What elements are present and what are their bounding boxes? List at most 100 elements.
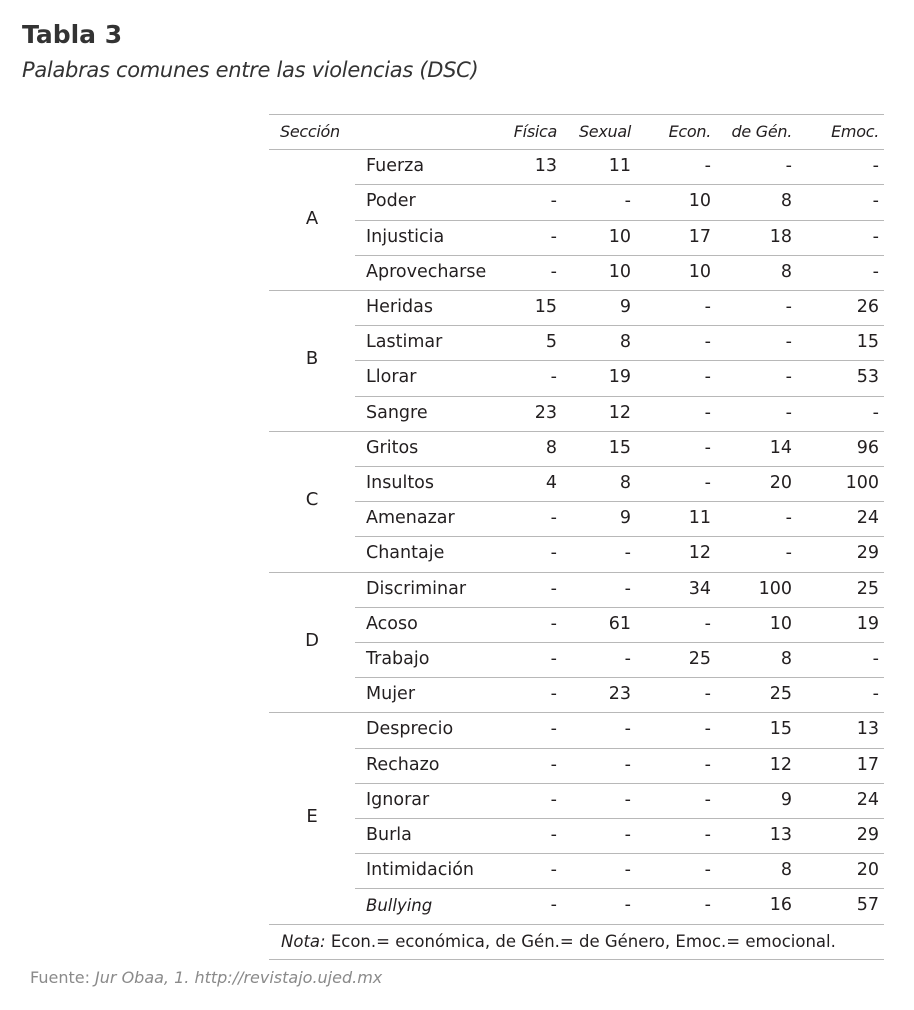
- row-value: -: [550, 578, 557, 599]
- row-value: 17: [688, 226, 711, 247]
- row-value: 8: [780, 261, 792, 282]
- row-word: Chantaje: [366, 543, 445, 564]
- row-value: -: [624, 895, 631, 916]
- section-label: E: [306, 806, 318, 827]
- source-note: Fuente: Jur Obaa, 1. http://revistajo.uj…: [30, 968, 382, 987]
- row-value: -: [872, 649, 879, 669]
- row-divider: [355, 536, 884, 538]
- row-value: -: [624, 719, 631, 740]
- row-divider: [355, 360, 884, 362]
- row-value: 19: [608, 367, 631, 388]
- row-value: 8: [780, 191, 792, 212]
- row-value: -: [872, 402, 879, 423]
- row-divider: [355, 818, 884, 819]
- row-value: -: [550, 860, 557, 881]
- row-value: 100: [758, 578, 792, 599]
- row-word: Insultos: [366, 473, 435, 493]
- row-value: -: [550, 367, 557, 388]
- row-value: 10: [608, 226, 631, 247]
- row-value: 15: [608, 437, 631, 458]
- row-value: 8: [780, 649, 792, 669]
- row-divider: [355, 853, 884, 855]
- row-value: -: [550, 613, 557, 634]
- row-value: -: [550, 226, 557, 247]
- row-value: -: [872, 191, 879, 212]
- row-value: 10: [608, 261, 631, 282]
- row-value: 29: [856, 543, 879, 564]
- row-value: -: [550, 719, 557, 740]
- row-value: -: [550, 261, 557, 282]
- row-value: 20: [769, 473, 792, 493]
- header-2: Econ.: [668, 122, 712, 141]
- row-value: 24: [856, 508, 879, 529]
- row-word: Aprovecharse: [366, 261, 487, 282]
- row-value: -: [704, 719, 711, 740]
- row-word: Fuerza: [366, 156, 425, 177]
- note-label: Nota:: [281, 931, 326, 951]
- row-value: -: [785, 297, 792, 317]
- row-word: Gritos: [366, 437, 419, 458]
- row-value: 24: [856, 789, 879, 810]
- row-value: -: [704, 613, 711, 634]
- row-value: -: [704, 156, 711, 177]
- row-word: Desprecio: [366, 719, 454, 740]
- row-value: 4: [545, 473, 557, 493]
- row-value: 26: [856, 297, 879, 317]
- row-value: 61: [608, 613, 631, 634]
- row-word: Rechazo: [366, 754, 440, 775]
- row-value: 5: [545, 332, 557, 353]
- row-divider: [355, 747, 884, 749]
- row-value: -: [785, 156, 792, 177]
- row-value: 23: [534, 402, 557, 423]
- row-value: -: [704, 402, 711, 423]
- row-divider: [269, 571, 884, 573]
- table-title: Tabla 3: [22, 20, 123, 49]
- row-value: 11: [688, 508, 711, 529]
- row-value: -: [624, 578, 631, 599]
- row-value: -: [550, 649, 557, 669]
- header-1: Sexual: [578, 122, 631, 141]
- row-value: -: [624, 754, 631, 775]
- row-value: 13: [534, 156, 557, 177]
- section-label: B: [305, 348, 319, 370]
- row-value: 15: [856, 332, 879, 353]
- row-divider: [355, 782, 884, 784]
- section-label: D: [305, 630, 319, 651]
- row-word: Intimidación: [366, 860, 474, 881]
- row-value: 8: [780, 860, 792, 881]
- row-value: -: [624, 191, 631, 212]
- row-value: -: [785, 367, 792, 388]
- row-value: 9: [780, 789, 792, 810]
- row-value: 25: [688, 649, 711, 669]
- table-note: Nota: Econ.= económica, de Gén.= de Géne…: [281, 924, 836, 959]
- row-word: Sangre: [366, 402, 428, 423]
- row-word: Trabajo: [366, 649, 430, 669]
- note-text: Econ.= económica, de Gén.= de Género, Em…: [325, 931, 836, 951]
- row-value: -: [872, 261, 879, 282]
- row-divider: [269, 290, 884, 291]
- row-value: -: [550, 543, 557, 564]
- row-value: 16: [769, 895, 792, 916]
- row-value: 8: [619, 473, 631, 493]
- row-divider: [355, 606, 884, 608]
- row-value: -: [624, 543, 631, 564]
- row-value: 57: [856, 895, 879, 916]
- row-value: -: [704, 754, 711, 775]
- row-value: 12: [608, 402, 631, 423]
- row-value: -: [785, 332, 792, 353]
- row-value: -: [550, 684, 557, 705]
- table-subtitle: Palabras comunes entre las violencias (D…: [22, 58, 479, 82]
- row-value: 8: [545, 437, 557, 458]
- row-value: 17: [856, 754, 879, 775]
- row-value: -: [704, 789, 711, 810]
- row-value: 14: [769, 437, 792, 458]
- row-value: 11: [608, 156, 631, 177]
- row-divider: [355, 888, 884, 890]
- row-value: 19: [856, 613, 879, 634]
- row-value: -: [550, 789, 557, 810]
- row-value: 10: [688, 261, 711, 282]
- source-text: Jur Obaa, 1. http://revistajo.ujed.mx: [95, 968, 383, 987]
- row-divider: [355, 642, 884, 643]
- row-word: Discriminar: [366, 578, 467, 599]
- row-value: 15: [769, 719, 792, 740]
